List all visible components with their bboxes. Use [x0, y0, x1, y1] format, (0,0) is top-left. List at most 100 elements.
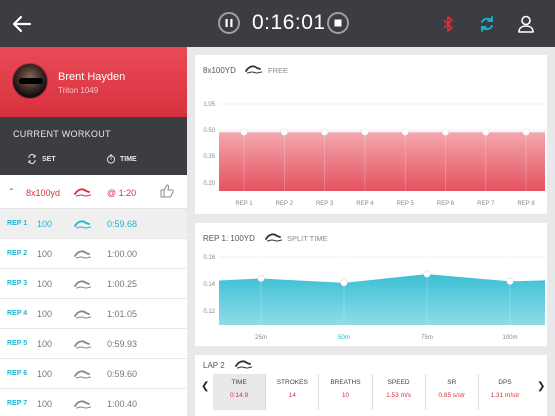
repeat-icon	[28, 154, 36, 164]
previous-lap-arrow-icon[interactable]: ❮	[201, 381, 210, 392]
rep-label: REP 4	[7, 310, 28, 317]
data-point	[441, 128, 450, 136]
sync-icon[interactable]	[477, 14, 497, 34]
lap-stat-sr[interactable]: SR 0.85 s/str	[426, 374, 479, 410]
freestyle-stroke-icon	[74, 310, 92, 319]
thumbs-up-icon[interactable]	[160, 184, 174, 198]
rep-distance: 100	[37, 279, 53, 289]
data-point	[240, 128, 248, 136]
lap-stat-value: 0.85 s/str	[438, 392, 466, 399]
stop-button[interactable]	[327, 12, 349, 34]
y-tick-label: 0.16	[203, 255, 215, 261]
rep-label: REP 3	[7, 280, 28, 287]
set-row[interactable]: ⌃ 8x100yd @ 1:20	[0, 175, 187, 209]
freestyle-stroke-icon	[74, 280, 92, 289]
lap-stat-label: BREATHS	[330, 379, 361, 386]
lap-stat-value: 1.53 m/s	[386, 392, 412, 399]
rep-label: REP 5	[7, 340, 28, 347]
rep-row[interactable]: REP 7 100 1:00.40	[0, 389, 187, 416]
lap-stats-card: LAP 2 ❮ TIME 0:14.9 STROKES 14 BREATHS 10 SPEE…	[195, 355, 547, 416]
rep-label: REP 1	[7, 220, 28, 227]
x-tick-label: 50m	[338, 335, 350, 341]
rep-label: REP 2	[7, 250, 28, 257]
freestyle-stroke-icon	[245, 65, 263, 74]
lap-stat-dps[interactable]: DPS 1.31 m/str	[479, 374, 531, 410]
x-tick-label: REP 5	[397, 201, 415, 207]
rep-row[interactable]: REP 1 100 0:59.68	[0, 209, 187, 239]
data-point	[423, 270, 431, 278]
time-column-label: TIME	[120, 156, 137, 163]
pause-button[interactable]	[218, 12, 240, 34]
rep-row[interactable]: REP 2 100 1:00.00	[0, 239, 187, 269]
y-tick-label: 0.35	[203, 154, 215, 160]
rep-distance: 100	[37, 219, 53, 229]
user-icon[interactable]	[516, 14, 536, 34]
chevron-up-icon[interactable]: ⌃	[8, 187, 15, 196]
split-chart-title: REP 1: 100YD	[203, 234, 255, 243]
profile-header: Brent Hayden Triton 1049	[0, 47, 187, 117]
set-chart-subtitle: FREE	[268, 66, 289, 75]
rep-time: 1:00.40	[107, 399, 138, 409]
data-point	[280, 128, 288, 136]
x-tick-label: REP 7	[477, 201, 495, 207]
rep-time: 0:59.60	[107, 369, 138, 379]
data-point	[522, 128, 530, 136]
current-workout-header: CURRENT WORKOUT SET TIME	[0, 117, 187, 175]
series-area	[219, 132, 545, 191]
lap-stat-label: STROKES	[276, 379, 308, 386]
x-tick-label: REP 6	[437, 201, 455, 207]
lap-stat-speed[interactable]: SPEED 1.53 m/s	[373, 374, 426, 410]
rep-row[interactable]: REP 3 100 1:00.25	[0, 269, 187, 299]
lap-stat-time[interactable]: TIME 0:14.9	[213, 374, 267, 410]
rep-row[interactable]: REP 6 100 0:59.60	[0, 359, 187, 389]
y-tick-label: 0.14	[203, 282, 215, 288]
lap-stat-label: SR	[447, 379, 457, 386]
rep-distance: 100	[37, 399, 53, 409]
set-chart-card: 8x100YD FREE 1.05 0.50 0.35 0.20 REP 1 REP 2 R…	[195, 55, 547, 214]
current-workout-title: CURRENT WORKOUT	[13, 129, 111, 139]
rep-row[interactable]: REP 5 100 0:59.93	[0, 329, 187, 359]
data-point	[340, 279, 348, 287]
lap-stat-value: 10	[341, 392, 350, 399]
right-panel: 8x100YD FREE 1.05 0.50 0.35 0.20 REP 1 REP 2 R…	[187, 47, 555, 416]
set-column-label: SET	[42, 156, 56, 163]
split-time-chart: 0.16 0.14 0.12 25m 50m 75m 100m	[203, 249, 545, 341]
profile-subtitle: Triton 1049	[58, 86, 99, 95]
lap-stats: TIME 0:14.9 STROKES 14 BREATHS 10 SPEED 1.53 m/…	[213, 374, 531, 410]
lap-stat-value: 1.31 m/str	[490, 392, 520, 399]
lap-title: LAP 2	[203, 361, 225, 370]
bluetooth-icon[interactable]	[438, 14, 458, 34]
set-description: 8x100yd	[26, 188, 61, 198]
x-tick-label: REP 4	[356, 201, 374, 207]
back-arrow-icon[interactable]	[10, 12, 34, 36]
lap-stat-label: TIME	[231, 379, 247, 386]
data-point	[361, 128, 369, 136]
data-point	[506, 277, 514, 285]
stopwatch-icon	[106, 154, 116, 164]
rep-time: 1:01.05	[107, 309, 138, 319]
rep-distance: 100	[37, 249, 53, 259]
avatar	[12, 63, 48, 99]
freestyle-stroke-icon	[235, 360, 253, 369]
y-tick-label: 0.12	[203, 309, 215, 315]
lap-stat-strokes[interactable]: STROKES 14	[266, 374, 320, 410]
set-time-chart: 1.05 0.50 0.35 0.20 REP 1 REP 2 REP 3 REP 4 REP …	[203, 98, 545, 207]
elapsed-timer: 0:16:01	[252, 11, 326, 34]
rep-distance: 100	[37, 369, 53, 379]
lap-stat-breaths[interactable]: BREATHS 10	[319, 374, 373, 410]
freestyle-stroke-icon	[74, 220, 92, 229]
rep-row[interactable]: REP 4 100 1:01.05	[0, 299, 187, 329]
rep-time: 1:00.00	[107, 249, 138, 259]
lap-stat-label: SPEED	[387, 379, 410, 386]
freestyle-stroke-icon	[74, 188, 92, 197]
pause-icon	[225, 19, 233, 27]
y-tick-label: 0.50	[203, 128, 215, 134]
x-tick-label: REP 1	[235, 201, 253, 207]
split-chart-subtitle: SPLIT TIME	[287, 234, 328, 243]
x-tick-label: REP 3	[316, 201, 334, 207]
x-tick-label: REP 8	[517, 201, 535, 207]
rep-time: 0:59.93	[107, 339, 138, 349]
next-lap-arrow-icon[interactable]: ❯	[537, 381, 546, 392]
lap-stat-value: 0:14.9	[230, 392, 249, 399]
data-point	[257, 274, 265, 283]
